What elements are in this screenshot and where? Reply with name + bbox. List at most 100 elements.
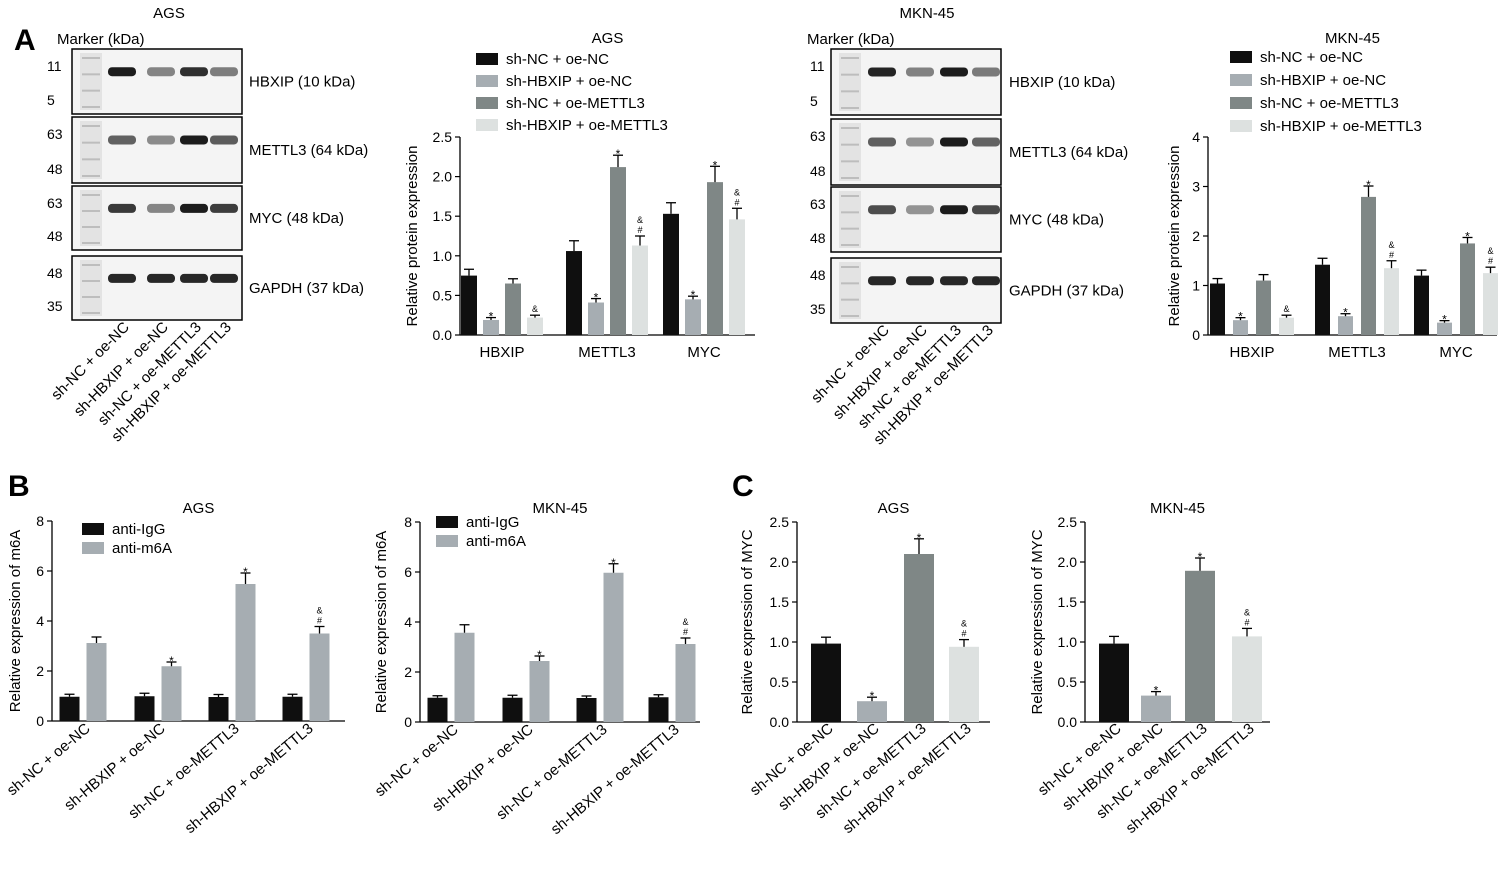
marker-ladder — [839, 53, 861, 111]
blot-row-1: METTL3 (64 kDa) 63 48 — [810, 118, 1128, 186]
bar — [502, 697, 523, 722]
significance-mark: # — [637, 225, 642, 235]
protein-label: METTL3 (64 kDa) — [249, 142, 368, 159]
protein-band — [108, 203, 136, 213]
marker-ladder — [80, 190, 102, 246]
chart-c-mkn45: MKN-45 0.0 0.5 1.0 1.5 2.0 2.5 Relative express… — [1029, 500, 1270, 837]
bar — [685, 299, 701, 335]
bar — [1483, 273, 1498, 335]
significance-mark: * — [594, 291, 599, 305]
protein-band — [972, 276, 1000, 286]
ladder-band — [82, 57, 100, 59]
legend-swatch — [1230, 51, 1252, 63]
ladder-band — [841, 73, 859, 76]
legend-swatch — [82, 523, 104, 535]
significance-mark: & — [961, 619, 967, 629]
legend-label: sh-NC + oe-METTL3 — [506, 95, 645, 112]
protein-band — [940, 137, 968, 147]
significance-mark: & — [1244, 607, 1250, 617]
significance-mark: * — [1343, 306, 1348, 320]
ladder-band — [841, 143, 859, 146]
marker-value: 35 — [810, 301, 826, 317]
ladder-band — [82, 89, 100, 92]
bar — [1233, 320, 1248, 335]
significance-mark: * — [537, 648, 542, 662]
bar — [1099, 643, 1129, 722]
bar — [811, 643, 841, 722]
blot-row-1: METTL3 (64 kDa) 63 48 — [47, 116, 368, 184]
legend-swatch — [476, 53, 498, 65]
y-tick-label: 6 — [404, 564, 412, 580]
ladder-band — [82, 210, 100, 212]
y-tick-label: 4 — [36, 613, 44, 629]
bar — [1460, 243, 1475, 335]
category-label: HBXIP — [479, 344, 524, 361]
chart-title: AGS — [183, 500, 215, 517]
legend-swatch — [1230, 120, 1252, 132]
ladder-band — [82, 141, 100, 144]
legend-swatch — [1230, 97, 1252, 109]
y-tick-label: 1.0 — [433, 248, 453, 264]
y-axis-label: Relative protein expression — [404, 146, 421, 327]
y-tick-label: 0.5 — [1058, 674, 1078, 690]
marker-ladder — [80, 53, 102, 110]
legend-swatch — [1230, 74, 1252, 86]
significance-mark: & — [1487, 246, 1493, 256]
chart-title: MKN-45 — [532, 500, 587, 517]
blot-row-3: GAPDH (37 kDa) 48 35 — [47, 255, 364, 321]
ladder-band — [841, 177, 859, 179]
ladder-band — [841, 107, 859, 109]
category-label: sh-HBXIP + oe-METTL3 — [548, 721, 683, 838]
y-tick-label: 2 — [1192, 228, 1200, 244]
bar — [86, 643, 107, 721]
y-tick-label: 1.0 — [1058, 634, 1078, 650]
marker-value: 63 — [47, 126, 63, 142]
significance-mark: * — [870, 689, 875, 703]
protein-label: HBXIP (10 kDa) — [1009, 74, 1115, 91]
category-label: METTL3 — [1328, 344, 1386, 361]
y-tick-label: 0.0 — [770, 714, 790, 730]
protein-band — [868, 276, 896, 286]
ladder-band — [82, 106, 100, 108]
y-tick-label: 0 — [36, 713, 44, 729]
legend-label: sh-NC + oe-NC — [1260, 49, 1363, 66]
bar — [454, 632, 475, 722]
y-tick-label: 3 — [1192, 179, 1200, 195]
bar — [235, 584, 256, 721]
bar — [208, 697, 229, 721]
significance-mark: * — [1198, 550, 1203, 564]
bar — [1185, 570, 1215, 722]
protein-label: GAPDH (37 kDa) — [1009, 283, 1124, 300]
ladder-band — [82, 226, 100, 228]
y-tick-label: 0 — [1192, 327, 1200, 343]
y-tick-label: 1.5 — [770, 594, 790, 610]
y-tick-label: 4 — [1192, 129, 1200, 145]
protein-band — [940, 67, 968, 77]
chart-title: AGS — [878, 500, 910, 517]
ladder-band — [82, 194, 100, 196]
protein-band — [972, 67, 1000, 77]
y-tick-label: 1.5 — [433, 208, 453, 224]
marker-title: Marker (kDa) — [807, 31, 895, 48]
ladder-band — [82, 264, 100, 266]
y-tick-label: 0 — [404, 714, 412, 730]
bar — [529, 661, 550, 722]
bar — [505, 283, 521, 335]
significance-mark: & — [637, 215, 643, 225]
y-tick-label: 0.0 — [1058, 714, 1078, 730]
legend-label: anti-IgG — [466, 514, 519, 531]
significance-mark: * — [691, 288, 696, 302]
y-tick-label: 0.0 — [433, 327, 453, 343]
category-label: HBXIP — [1229, 344, 1274, 361]
protein-label: MYC (48 kDa) — [1009, 212, 1104, 229]
marker-ladder — [80, 121, 102, 179]
protein-band — [210, 67, 238, 77]
protein-band — [108, 67, 136, 77]
y-tick-label: 1.5 — [1058, 594, 1078, 610]
ladder-band — [841, 90, 859, 93]
chart-title: AGS — [592, 30, 624, 47]
bar — [134, 696, 155, 721]
y-axis-label: Relative expression of m6A — [7, 530, 24, 713]
